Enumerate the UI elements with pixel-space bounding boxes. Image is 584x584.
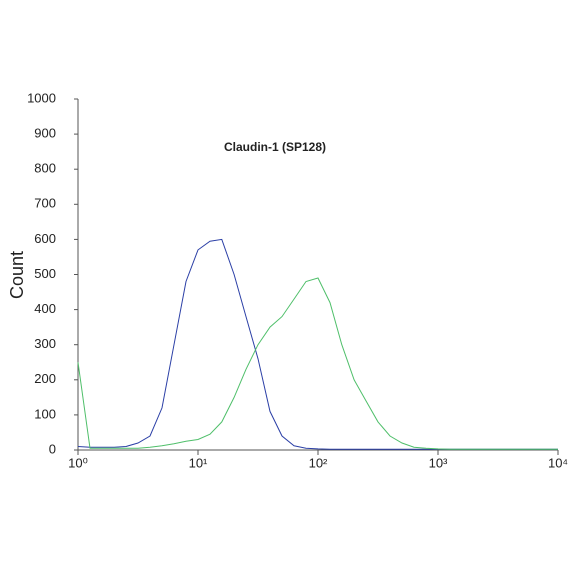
y-tick-label: 300 xyxy=(34,336,56,351)
x-tick-label: 10⁰ xyxy=(68,455,88,470)
y-tick-label: 600 xyxy=(34,231,56,246)
y-tick-label: 800 xyxy=(34,161,56,176)
y-tick-label: 700 xyxy=(34,196,56,211)
y-tick-label: 1000 xyxy=(27,90,56,105)
y-tick-label: 100 xyxy=(34,406,56,421)
y-tick-label: 400 xyxy=(34,301,56,316)
y-tick-label: 0 xyxy=(49,441,56,456)
x-tick-label: 10¹ xyxy=(189,455,208,470)
chart-title: Claudin-1 (SP128) xyxy=(224,140,326,154)
x-tick-label: 10³ xyxy=(429,455,448,470)
y-tick-label: 500 xyxy=(34,266,56,281)
y-tick-label: 900 xyxy=(34,126,56,141)
y-tick-label: 200 xyxy=(34,371,56,386)
histogram-line xyxy=(77,238,558,450)
x-tick-label: 10² xyxy=(309,455,328,470)
x-tick-label: 10⁴ xyxy=(548,455,568,470)
y-axis-label: Count xyxy=(7,251,27,299)
histogram-line xyxy=(77,277,558,450)
